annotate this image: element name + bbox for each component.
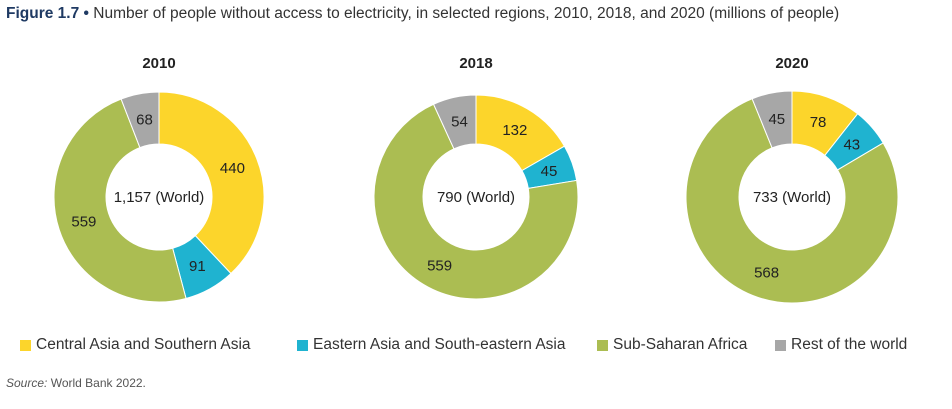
slice-value-label-eastern-asia-and-south-eastern-asia-2010: 91: [189, 258, 206, 275]
slice-rest-of-the-world-2018: [432, 94, 477, 150]
slice-value-label-rest-of-the-world-2020: 45: [768, 111, 785, 128]
slice-value-label-central-asia-and-southern-asia-2020: 78: [810, 114, 827, 131]
center-total-label-2010: 1,157 (World): [114, 189, 205, 206]
source-text: World Bank 2022.: [50, 376, 146, 390]
slice-sub-saharan-africa-2020: [685, 98, 899, 304]
legend-label: Sub-Saharan Africa: [613, 336, 748, 353]
slice-value-label-central-asia-and-southern-asia-2018: 132: [502, 122, 527, 139]
source-prefix: Source:: [6, 376, 48, 390]
slice-sub-saharan-africa-2010: [53, 98, 187, 303]
figure-title: Figure 1.7 • Number of people without ac…: [6, 4, 950, 23]
legend-label: Central Asia and Southern Asia: [36, 336, 251, 353]
center-total-label-2018: 790 (World): [437, 189, 515, 206]
legend-item-eastern-southeastern-asia: Eastern Asia and South-eastern Asia: [297, 336, 565, 354]
slice-rest-of-the-world-2010: [120, 91, 160, 149]
slice-value-label-sub-saharan-africa-2020: 568: [754, 264, 779, 281]
figure-title-text: Number of people without access to elect…: [93, 5, 840, 22]
slice-central-asia-and-southern-asia-2010: [158, 91, 265, 275]
legend-item-sub-saharan-africa: Sub-Saharan Africa: [597, 336, 747, 354]
legend: Central Asia and Southern Asia Eastern A…: [20, 336, 950, 356]
legend-label: Eastern Asia and South-eastern Asia: [313, 336, 566, 353]
donut-chart-3: 2020 78 43 568 45 733 (World): [685, 55, 899, 304]
slice-value-label-eastern-asia-and-south-eastern-asia-2018: 45: [541, 163, 558, 180]
slice-value-label-rest-of-the-world-2018: 54: [451, 113, 468, 130]
legend-item-rest-of-world: Rest of the world: [775, 336, 907, 354]
slice-sub-saharan-africa-2018: [373, 103, 579, 300]
chart-title-2018: 2018: [459, 55, 492, 72]
chart-title-2010: 2010: [142, 55, 175, 72]
legend-swatch: [297, 339, 308, 351]
slice-rest-of-the-world-2020: [751, 90, 793, 149]
legend-swatch: [597, 339, 608, 351]
donut-charts: 2010 440 91 559 68 1,157 (World) 2018 132 45 559…: [53, 55, 899, 304]
slice-value-label-sub-saharan-africa-2010: 559: [71, 213, 96, 230]
center-total-label-2020: 733 (World): [753, 189, 831, 206]
donut-chart-2: 2018 132 45 559 54 790 (World): [373, 55, 579, 300]
donut-chart-1: 2010 440 91 559 68 1,157 (World): [53, 55, 265, 303]
legend-item-central-southern-asia: Central Asia and Southern Asia: [20, 336, 251, 354]
legend-swatch: [775, 339, 786, 351]
legend-label: Rest of the world: [791, 336, 908, 353]
figure-label: Figure 1.7: [6, 5, 80, 22]
slice-value-label-central-asia-and-southern-asia-2010: 440: [220, 160, 245, 177]
slice-value-label-rest-of-the-world-2010: 68: [136, 111, 153, 128]
slice-value-label-sub-saharan-africa-2018: 559: [427, 257, 452, 274]
slice-value-label-eastern-asia-and-south-eastern-asia-2020: 43: [843, 137, 860, 154]
source-note: Source: World Bank 2022.: [6, 376, 146, 390]
legend-swatch: [20, 339, 31, 351]
title-bullet: •: [83, 5, 89, 22]
chart-title-2020: 2020: [775, 55, 808, 72]
